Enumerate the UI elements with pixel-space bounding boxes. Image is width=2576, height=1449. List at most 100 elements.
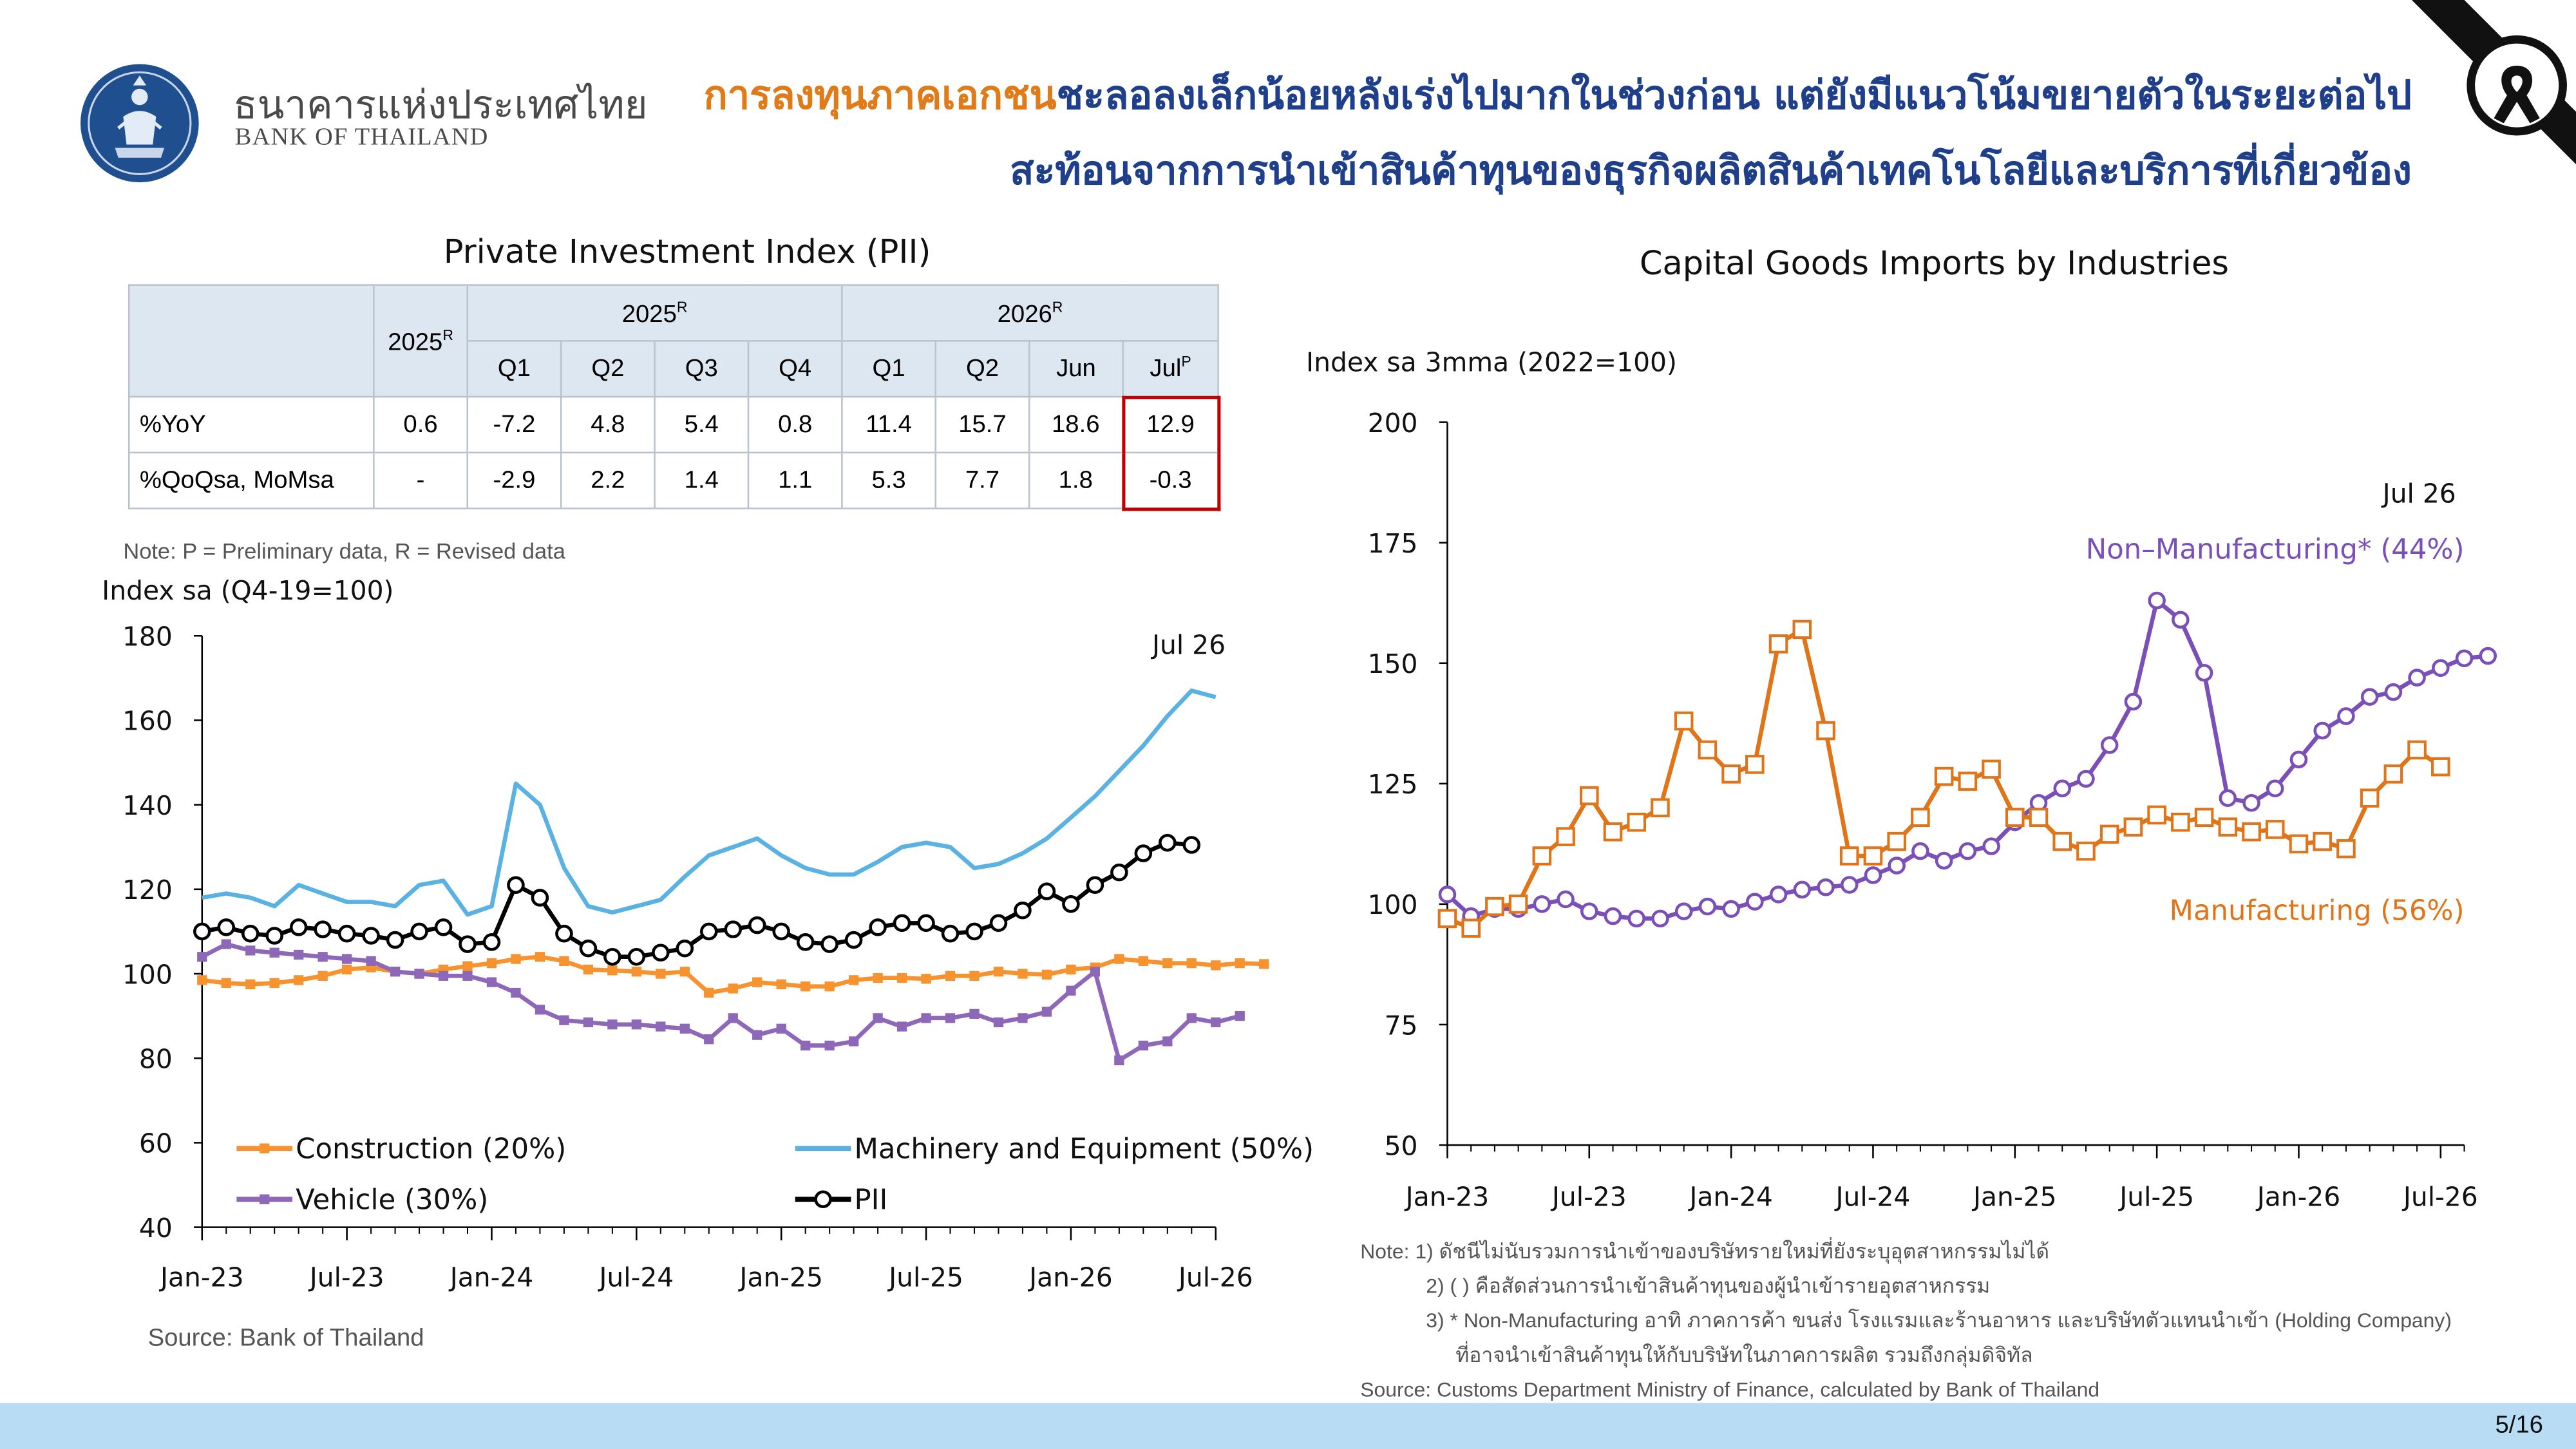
series-1-marker (1816, 721, 1835, 741)
series-0-marker (294, 975, 304, 985)
series-1-marker (2313, 831, 2332, 851)
series-3-marker (579, 939, 598, 958)
table-cell: 5.3 (841, 451, 937, 509)
series-2-marker (873, 1013, 883, 1023)
bank-seal-logo (80, 64, 199, 183)
pii-line-chart: 40 60 80 100 120 140 160 180 Jan-23 Jul-23 Jan-24 J… (122, 621, 1314, 1293)
series-3-marker (652, 943, 670, 962)
table-subheader: Q2 (560, 340, 656, 398)
series-1-marker (1627, 812, 1647, 832)
series-3-marker (844, 931, 863, 949)
note-line-1: Note: 1) ดัชนีไม่นับรวมการนำเข้าของบริษั… (1360, 1240, 2050, 1264)
table-header-group-2025: 2025R (466, 284, 843, 342)
table-cell: - (373, 451, 469, 509)
series-1-marker (2147, 805, 2166, 825)
series-0-marker (2479, 647, 2497, 665)
series-3-marker (869, 918, 887, 936)
y-tick-label: 80 (139, 1044, 173, 1075)
series-3-marker (1037, 882, 1056, 900)
series-2-marker (921, 1013, 931, 1023)
legend-swatch-marker (814, 1190, 832, 1209)
series-1-marker (2005, 808, 2025, 828)
series-3-marker (434, 918, 453, 936)
series-0-marker (2432, 659, 2450, 677)
series-2-marker (317, 952, 328, 962)
series-2-marker (1066, 985, 1076, 996)
series-3-marker (507, 876, 525, 895)
series-3-marker (1086, 876, 1104, 895)
series-0-marker (2384, 683, 2403, 701)
series-0-marker (1817, 878, 1835, 896)
series-0-marker (1580, 902, 1598, 920)
series-3-marker (603, 948, 621, 966)
series-0-marker (2195, 663, 2213, 682)
series-1-marker (2171, 812, 2190, 832)
series-0-marker (2266, 779, 2284, 798)
series-1-marker (2360, 788, 2380, 808)
series-1-marker (1792, 620, 1812, 639)
series-2-marker (390, 967, 401, 977)
table-cell: -7.2 (466, 395, 562, 454)
series-0-marker (2242, 793, 2260, 812)
series-1-line (202, 688, 1217, 917)
bank-name-thai: ธนาคารแห่งประเทศไทย (233, 82, 648, 128)
series-0-marker (824, 981, 835, 992)
table-cell: 1.1 (747, 451, 843, 509)
x-tick-label: Jul-26 (2401, 1181, 2478, 1212)
y-tick-label: 120 (122, 875, 173, 905)
table-subheader: Q1 (466, 340, 562, 398)
right-source: Source: Customs Department Ministry of F… (1360, 1378, 2100, 1402)
series-0-marker (1888, 857, 1906, 875)
series-0-marker (969, 971, 980, 981)
series-2-marker (197, 952, 207, 962)
x-tick-label: Jan-25 (1971, 1181, 2057, 1212)
series-3-marker (941, 924, 960, 943)
series-1-marker (1958, 772, 1978, 791)
table-cell: 18.6 (1028, 395, 1124, 454)
series-0-marker (1911, 842, 1929, 860)
y-tick-label: 40 (139, 1213, 173, 1244)
series-0-marker (2172, 611, 2190, 629)
series-1-marker (1508, 895, 1528, 914)
table-cell: -2.9 (466, 451, 562, 509)
table-cell: 1.8 (1028, 451, 1124, 509)
series-1-marker (1556, 827, 1575, 846)
table-cell-highlighted: -0.3 (1121, 451, 1220, 511)
series-3-marker (1134, 844, 1153, 862)
series-2-marker (631, 1019, 641, 1030)
capital-goods-imports-chart: 50 75 100 125 150 175 200 Jan-23 Jul-23 Jan-24 Jul… (1368, 408, 2497, 1212)
x-tick-label: Jul-23 (308, 1262, 384, 1293)
table-header-year: 2025R (373, 284, 469, 398)
x-tick-label: Jan-23 (158, 1262, 244, 1293)
series-2-marker (607, 1019, 618, 1030)
table-header-group-2026: 2026R (841, 284, 1219, 342)
series-0-marker (1698, 897, 1717, 916)
series-1-marker (1437, 909, 1457, 929)
series-3-marker (965, 922, 983, 941)
series-0-marker (1066, 964, 1076, 975)
series-1-marker (2407, 740, 2427, 760)
table-subheader: Q1 (841, 340, 937, 398)
pii-growth-table: 2025R 2025R 2026R Q1 Q2 Q3 Q4 Q1 Q2 Jun … (128, 284, 1220, 511)
series-1-marker (1887, 831, 1906, 851)
series-0-marker (1235, 958, 1245, 969)
table-row: %QoQsa, MoMsa - -2.9 2.2 1.4 1.1 5.3 7.7… (128, 451, 1220, 511)
series-2-marker (583, 1017, 594, 1028)
series-2-marker (679, 1023, 690, 1034)
series-1-marker (1579, 786, 1599, 806)
series-3-marker (265, 927, 283, 945)
series-3-marker (410, 922, 428, 941)
series-2-marker (341, 954, 352, 964)
series-3-marker (314, 920, 332, 938)
series-0-marker (583, 964, 594, 975)
legend-swatch-marker (260, 1143, 270, 1153)
table-cell: 0.6 (373, 395, 469, 454)
series-3-marker (1062, 895, 1080, 913)
series-2-marker (728, 1013, 738, 1023)
series-0-marker (1438, 886, 1457, 904)
x-tick-label: Jul-23 (1550, 1181, 1627, 1212)
series-1-marker (2123, 817, 2143, 837)
series-2-marker (245, 945, 256, 956)
y-tick-label: 100 (1368, 889, 1418, 920)
series-1-marker (1768, 634, 1788, 654)
